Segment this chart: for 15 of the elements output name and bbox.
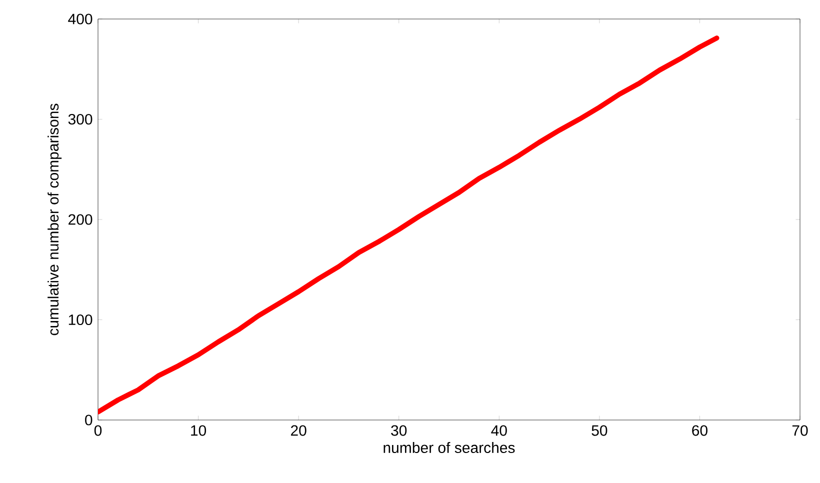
y-tick-label: 200 (68, 214, 92, 225)
x-tick-label: 60 (692, 425, 708, 436)
x-tick-label: 30 (391, 425, 407, 436)
y-tick-label: 100 (68, 314, 92, 326)
x-tick-label: 10 (191, 425, 206, 436)
x-axis-title: number of searches (384, 442, 515, 454)
y-tick-label: 300 (68, 114, 92, 125)
x-tick-label: 20 (290, 425, 306, 436)
y-tick-label: 400 (68, 14, 92, 24)
x-tick-label: 0 (94, 425, 102, 436)
y-tick-label: 0 (85, 414, 92, 426)
x-tick-label: 50 (592, 425, 608, 436)
x-tick-label: 70 (792, 425, 808, 436)
y-axis-title: cumulative number of comparisons (48, 104, 62, 336)
x-tick-label: 40 (491, 425, 507, 436)
